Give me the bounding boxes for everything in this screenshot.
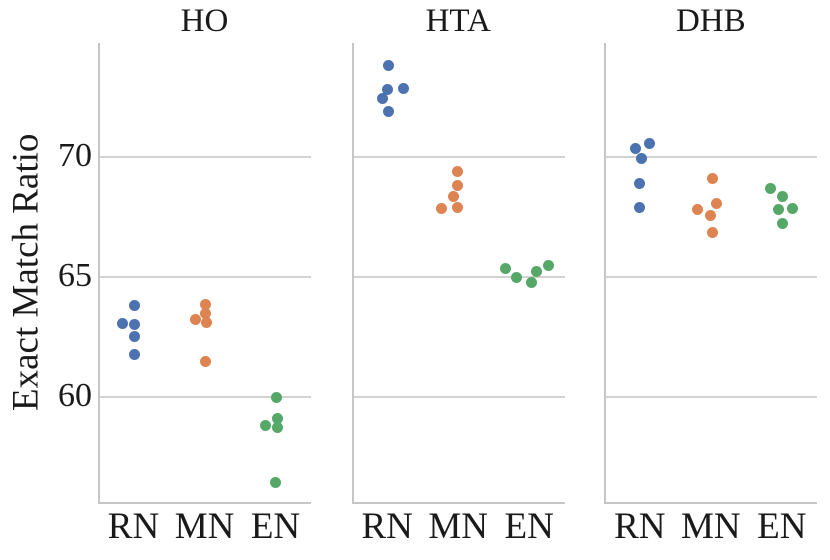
data-point-mn — [707, 172, 719, 184]
data-point-mn — [200, 356, 211, 368]
data-point-rn — [116, 317, 128, 329]
data-point-rn — [644, 138, 656, 150]
gridline — [606, 395, 818, 398]
data-point-rn — [129, 319, 141, 331]
data-point-rn — [382, 105, 394, 117]
data-point-mn — [447, 190, 459, 202]
gridline — [353, 275, 565, 278]
data-point-rn — [128, 331, 140, 343]
x-tick-label-en: EN — [250, 506, 301, 547]
panel-ho: HO RN MN EN — [98, 0, 311, 560]
data-point-mn — [201, 316, 212, 328]
data-point-en — [500, 262, 512, 274]
panel-title: HO — [180, 3, 229, 39]
plot-area — [351, 43, 565, 504]
data-point-en — [270, 477, 282, 489]
data-point-rn — [382, 84, 394, 96]
data-point-rn — [630, 142, 642, 154]
x-tick-labels: RN MN EN — [98, 505, 311, 548]
plot-area — [98, 43, 311, 504]
data-point-en — [271, 422, 283, 434]
data-point-rn — [397, 83, 409, 95]
data-point-en — [772, 204, 784, 216]
data-point-mn — [200, 308, 211, 320]
data-point-en — [787, 202, 799, 214]
data-point-mn — [707, 226, 719, 238]
x-tick-label-mn: MN — [174, 506, 235, 547]
panel-title: HTA — [425, 3, 491, 39]
data-point-mn — [189, 314, 201, 326]
data-point-mn — [436, 202, 448, 214]
data-point-rn — [383, 60, 395, 72]
gridline — [100, 155, 311, 158]
data-point-rn — [128, 299, 140, 311]
x-tick-label-mn: MN — [428, 506, 488, 547]
data-point-en — [531, 266, 543, 278]
data-point-en — [776, 218, 788, 230]
data-point-rn — [634, 177, 646, 189]
data-point-en — [511, 272, 523, 284]
data-point-en — [764, 182, 776, 194]
gridline — [100, 275, 311, 278]
data-point-rn — [376, 92, 388, 104]
data-point-en — [270, 392, 282, 404]
data-point-en — [525, 277, 537, 289]
gridline — [353, 395, 565, 398]
plot-area — [604, 43, 818, 504]
x-tick-label-en: EN — [504, 506, 554, 547]
gridline — [100, 395, 311, 398]
data-point-en — [777, 190, 789, 202]
x-tick-label-rn: RN — [614, 506, 666, 547]
x-tick-label-rn: RN — [107, 506, 160, 547]
panel-hta: HTA RN MN EN — [351, 0, 565, 560]
x-tick-labels: RN MN EN — [352, 505, 565, 548]
data-point-mn — [692, 204, 704, 216]
data-point-mn — [452, 165, 464, 177]
x-tick-label-rn: RN — [361, 506, 413, 547]
data-point-en — [271, 412, 283, 424]
x-tick-labels: RN MN EN — [604, 505, 817, 548]
data-point-rn — [128, 349, 140, 361]
data-point-mn — [711, 198, 723, 210]
data-point-en — [543, 260, 555, 272]
y-tick-label: 70 — [58, 137, 92, 175]
y-tick-label: 65 — [58, 256, 92, 294]
gridline — [353, 155, 565, 158]
data-point-rn — [634, 201, 646, 213]
panel-dhb: DHB RN MN EN — [604, 0, 818, 560]
gridline — [606, 275, 818, 278]
data-point-mn — [452, 201, 464, 213]
panel-title: DHB — [675, 3, 746, 39]
data-point-mn — [704, 210, 716, 222]
data-point-mn — [200, 298, 211, 310]
y-tick-label: 60 — [58, 376, 92, 414]
data-point-en — [259, 419, 271, 431]
data-point-rn — [635, 152, 647, 164]
gridline — [606, 155, 818, 158]
x-tick-label-mn: MN — [680, 506, 741, 547]
data-point-mn — [452, 180, 464, 192]
x-tick-label-en: EN — [757, 506, 807, 547]
